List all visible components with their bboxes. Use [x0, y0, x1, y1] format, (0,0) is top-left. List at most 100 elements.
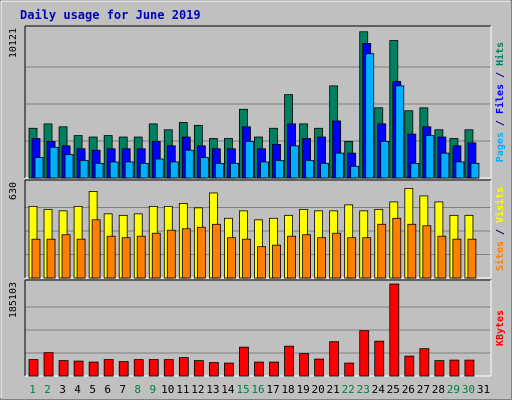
bar-pages-day-30 — [470, 162, 480, 179]
bar-sites-day-5 — [91, 219, 101, 279]
legend-part: Hits — [494, 42, 506, 66]
bar-pages-day-3 — [64, 154, 74, 179]
bar-sites-day-1 — [31, 238, 41, 279]
bar-kbytes-day-11 — [178, 357, 189, 377]
bar-kbytes-day-23 — [359, 330, 370, 377]
x-tick-day-27: 27 — [417, 383, 430, 396]
x-tick-day-6: 6 — [104, 383, 111, 396]
panel-kbytes: 185103 KBytes — [8, 279, 506, 377]
legend-part: Visits — [494, 187, 506, 223]
bar-pages-day-22 — [350, 165, 360, 179]
bar-pages-day-2 — [49, 146, 59, 179]
bar-pages-day-8 — [139, 162, 149, 179]
bar-pages-day-16 — [260, 161, 269, 179]
bar-kbytes-day-28 — [434, 360, 445, 377]
bar-sites-day-25 — [392, 217, 402, 279]
bar-pages-day-10 — [169, 161, 179, 179]
bar-sites-day-20 — [317, 237, 327, 279]
bar-kbytes-day-19 — [299, 353, 309, 377]
x-tick-day-2: 2 — [44, 383, 51, 396]
bar-pages-day-20 — [320, 162, 330, 179]
x-tick-day-9: 9 — [149, 383, 156, 396]
bar-sites-day-23 — [362, 237, 372, 279]
x-tick-day-22: 22 — [342, 383, 355, 396]
bar-kbytes-day-24 — [374, 340, 385, 377]
legend-part: KBytes — [495, 310, 506, 346]
series-pages — [34, 53, 480, 179]
legend-visits: Sites / Visits — [494, 187, 506, 271]
x-tick-day-4: 4 — [74, 383, 81, 396]
bar-sites-day-9 — [151, 232, 161, 279]
bar-pages-day-28 — [440, 152, 450, 179]
bar-kbytes-day-3 — [58, 360, 69, 377]
legend-part: / — [495, 66, 506, 84]
x-tick-day-18: 18 — [281, 383, 294, 396]
bar-sites-day-11 — [181, 228, 191, 279]
bar-pages-day-1 — [34, 157, 44, 179]
bar-kbytes-day-1 — [28, 359, 39, 377]
panel-visits: 630 Sites / Visits — [8, 179, 506, 279]
legend-part: Sites — [494, 241, 506, 271]
bar-sites-day-16 — [257, 246, 266, 279]
bar-sites-day-29 — [452, 238, 462, 279]
bar-pages-day-19 — [305, 160, 314, 179]
bar-sites-day-10 — [166, 229, 176, 279]
bar-pages-day-15 — [245, 141, 254, 179]
bar-kbytes-day-18 — [284, 345, 294, 377]
bar-sites-day-24 — [377, 223, 387, 279]
bar-pages-day-13 — [214, 162, 224, 179]
bar-sites-day-4 — [76, 238, 86, 279]
bar-kbytes-day-20 — [314, 358, 325, 377]
x-tick-day-5: 5 — [89, 383, 96, 396]
bar-pages-day-7 — [124, 161, 134, 179]
bar-pages-day-24 — [380, 141, 390, 179]
bar-pages-day-21 — [335, 152, 345, 179]
series-sites — [31, 217, 477, 279]
series-kbytes — [28, 283, 475, 377]
bar-pages-day-26 — [410, 162, 420, 179]
bar-kbytes-day-2 — [43, 352, 54, 377]
y-max-label-visits: 630 — [8, 182, 19, 200]
panel-hits: 10121 Pages / Files / Hits — [8, 25, 506, 179]
x-tick-day-13: 13 — [206, 383, 219, 396]
bar-sites-day-26 — [407, 223, 417, 279]
x-tick-day-14: 14 — [221, 383, 235, 396]
bar-kbytes-day-16 — [254, 361, 264, 377]
bar-pages-day-9 — [154, 158, 164, 179]
bar-kbytes-day-29 — [449, 359, 460, 377]
bar-kbytes-day-6 — [103, 359, 114, 377]
x-tick-day-29: 29 — [447, 383, 460, 396]
x-tick-day-16: 16 — [251, 383, 264, 396]
x-tick-day-11: 11 — [176, 383, 189, 396]
bar-sites-day-15 — [242, 238, 251, 279]
bar-pages-day-11 — [184, 149, 194, 179]
legend-part: Pages — [495, 132, 506, 162]
bar-sites-day-2 — [46, 238, 56, 279]
legend-part: / — [495, 223, 506, 241]
x-tick-day-24: 24 — [372, 383, 386, 396]
bar-kbytes-day-9 — [148, 359, 159, 377]
chart-panels: 10121 Pages / Files / Hits 630 Sites / Visi… — [8, 25, 506, 377]
bar-pages-day-14 — [230, 162, 239, 179]
x-tick-day-1: 1 — [29, 383, 36, 396]
y-max-label-hits: 10121 — [8, 28, 19, 58]
bar-kbytes-day-5 — [88, 361, 99, 377]
bar-pages-day-12 — [199, 157, 209, 179]
x-tick-day-3: 3 — [59, 383, 66, 396]
bar-pages-day-29 — [455, 161, 465, 179]
bar-pages-day-23 — [365, 53, 375, 179]
bar-sites-day-18 — [287, 235, 296, 279]
chart-title: Daily usage for June 2019 — [20, 8, 201, 22]
x-tick-day-28: 28 — [432, 383, 445, 396]
x-tick-day-20: 20 — [312, 383, 325, 396]
x-tick-day-7: 7 — [119, 383, 126, 396]
bar-sites-day-30 — [467, 238, 477, 279]
bar-kbytes-day-25 — [389, 283, 400, 377]
legend-kbytes: KBytes — [495, 310, 506, 346]
bar-pages-day-5 — [94, 162, 104, 179]
x-tick-day-19: 19 — [296, 383, 309, 396]
bar-sites-day-12 — [196, 226, 206, 279]
bar-pages-day-27 — [425, 135, 435, 179]
bar-sites-day-28 — [437, 235, 447, 279]
